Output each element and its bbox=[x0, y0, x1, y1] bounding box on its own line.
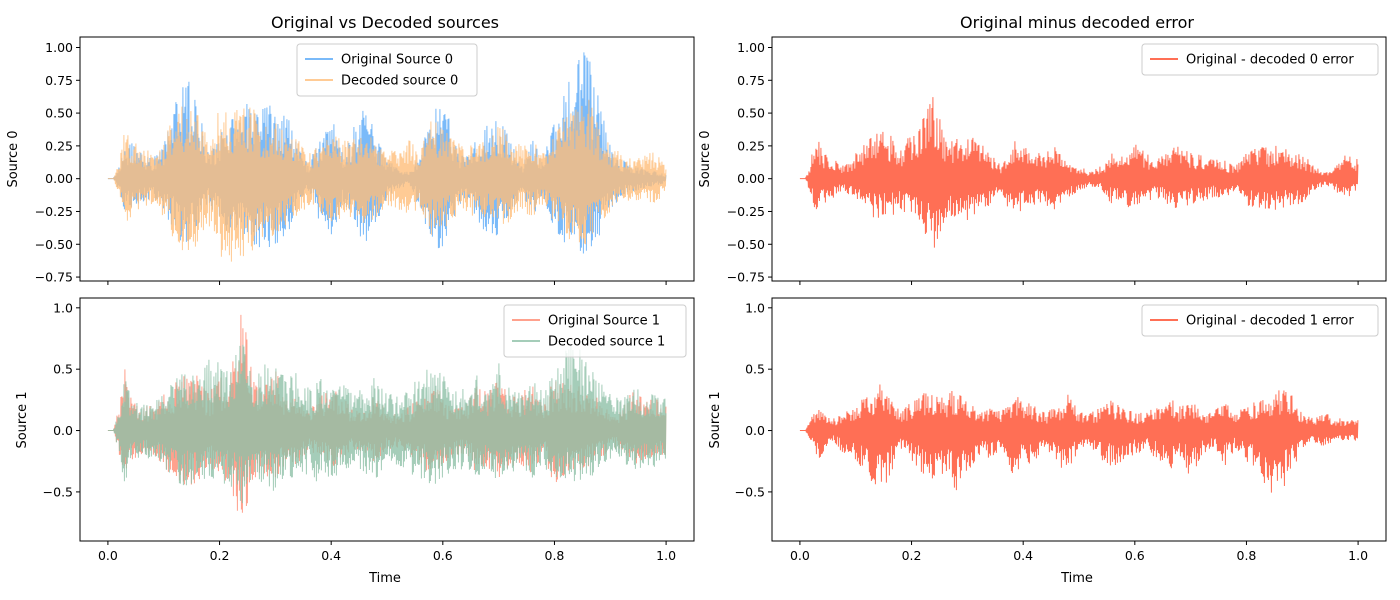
legend: Original Source 0 Decoded source 0 bbox=[296, 43, 478, 97]
y-tick-label: −0.75 bbox=[35, 270, 73, 285]
legend: Original Source 1 Decoded source 1 bbox=[503, 304, 687, 358]
panel-bottom-left: Source 1 Time −0.5 0.0 0.5 1.0 0.0 0.2 0.4 0.6 0… bbox=[15, 297, 695, 586]
series-line bbox=[799, 97, 1359, 248]
y-tick-label: 1.00 bbox=[737, 40, 765, 55]
legend-entry: Original Source 1 bbox=[548, 314, 660, 329]
legend-entry: Original - decoded 0 error bbox=[1186, 53, 1354, 68]
plot-frame bbox=[79, 297, 695, 542]
series-line bbox=[107, 99, 667, 262]
plot-frame bbox=[771, 297, 1387, 542]
legend-entry: Original Source 0 bbox=[341, 53, 453, 68]
y-tick-label: −0.50 bbox=[35, 237, 73, 252]
y-tick-label: 0.75 bbox=[737, 73, 765, 88]
plot-frame bbox=[79, 36, 695, 282]
legend-frame bbox=[1141, 304, 1379, 337]
legend-entry: Decoded source 1 bbox=[548, 335, 665, 350]
y-tick-label: 0.50 bbox=[45, 106, 73, 121]
x-tick-label: 0.2 bbox=[902, 548, 922, 563]
y-tick-label: 0.00 bbox=[737, 171, 765, 186]
x-tick-label: 0.0 bbox=[790, 548, 810, 563]
legend-entry: Decoded source 0 bbox=[341, 74, 458, 89]
legend: Original - decoded 1 error bbox=[1141, 304, 1379, 337]
x-tick-label: 0.4 bbox=[321, 548, 341, 563]
legend-frame bbox=[503, 304, 687, 358]
legend-frame bbox=[296, 43, 478, 97]
legend-frame bbox=[1141, 43, 1379, 76]
y-tick-label: 0.75 bbox=[45, 73, 73, 88]
y-tick-label: −0.25 bbox=[35, 204, 73, 219]
series-line bbox=[107, 52, 667, 254]
y-tick-label: 0.25 bbox=[737, 138, 765, 153]
panel-title: Original minus decoded error bbox=[960, 13, 1194, 32]
panel-top-left: Original vs Decoded sources Source 0 −0.… bbox=[6, 13, 695, 285]
y-axis-label: Source 1 bbox=[15, 391, 30, 448]
x-tick-label: 0.8 bbox=[1237, 548, 1257, 563]
x-axis-label: Time bbox=[1060, 571, 1093, 586]
x-tick-label: 0.6 bbox=[1125, 548, 1145, 563]
y-tick-label: 0.25 bbox=[45, 138, 73, 153]
y-tick-label: 1.00 bbox=[45, 40, 73, 55]
x-tick-label: 0.0 bbox=[98, 548, 118, 563]
y-tick-label: −0.25 bbox=[727, 204, 765, 219]
y-tick-label: −0.50 bbox=[727, 237, 765, 252]
legend: Original - decoded 0 error bbox=[1141, 43, 1379, 76]
y-tick-label: 0.00 bbox=[45, 171, 73, 186]
y-tick-label: 0.5 bbox=[745, 362, 765, 377]
legend-entry: Original - decoded 1 error bbox=[1186, 314, 1354, 329]
y-tick-label: −0.75 bbox=[727, 270, 765, 285]
series-line bbox=[799, 384, 1359, 493]
plot-frame bbox=[771, 36, 1387, 282]
series-line bbox=[107, 344, 667, 504]
panel-title: Original vs Decoded sources bbox=[271, 13, 499, 32]
y-tick-label: −0.5 bbox=[43, 484, 73, 499]
y-tick-label: 0.0 bbox=[53, 423, 73, 438]
y-axis-label: Source 0 bbox=[6, 130, 21, 187]
x-axis-label: Time bbox=[368, 571, 401, 586]
x-tick-label: 1.0 bbox=[1348, 548, 1368, 563]
y-tick-label: 1.0 bbox=[745, 300, 765, 315]
x-tick-label: 0.6 bbox=[433, 548, 453, 563]
y-tick-label: 0.50 bbox=[737, 106, 765, 121]
y-axis-label: Source 1 bbox=[708, 391, 723, 448]
x-tick-label: 0.8 bbox=[545, 548, 565, 563]
x-tick-label: 0.2 bbox=[210, 548, 230, 563]
y-axis-label: Source 0 bbox=[698, 130, 713, 187]
y-tick-label: 0.0 bbox=[745, 423, 765, 438]
panel-top-right: Original minus decoded error Source 0 −0… bbox=[698, 13, 1387, 285]
x-tick-label: 1.0 bbox=[656, 548, 676, 563]
y-tick-label: −0.5 bbox=[735, 484, 765, 499]
y-tick-label: 1.0 bbox=[53, 300, 73, 315]
y-tick-label: 0.5 bbox=[53, 362, 73, 377]
panel-bottom-right: Source 1 Time −0.5 0.0 0.5 1.0 0.0 0.2 0.4 0.6 0… bbox=[708, 297, 1387, 586]
x-tick-label: 0.4 bbox=[1013, 548, 1033, 563]
